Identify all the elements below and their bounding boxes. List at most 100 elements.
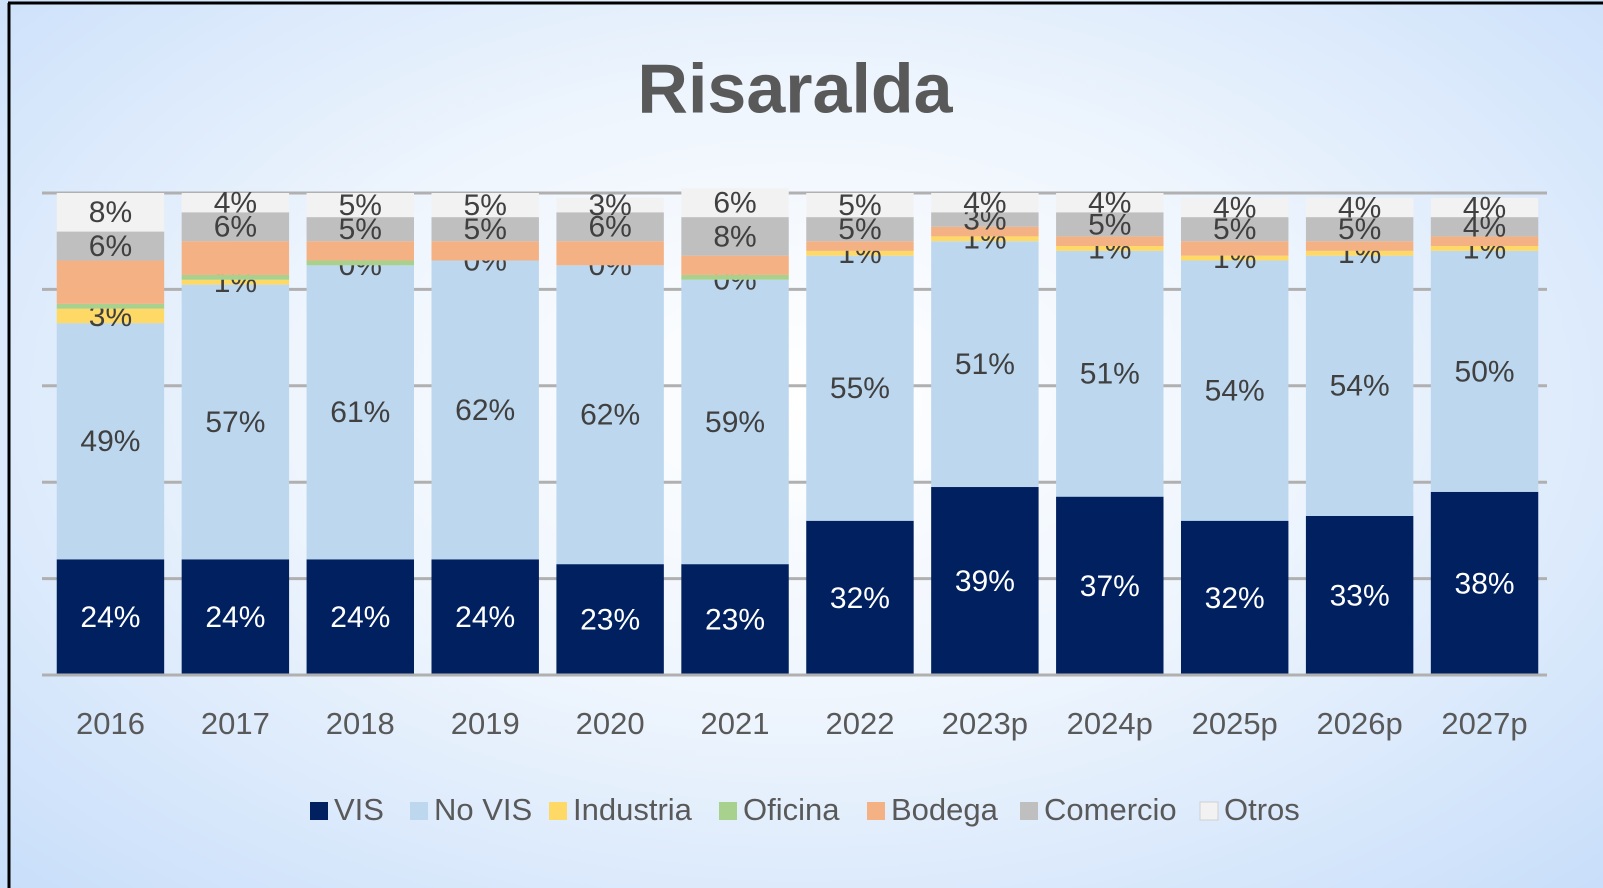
data-label: 24% — [455, 601, 515, 634]
x-tick-label: 2025p — [1192, 706, 1278, 741]
bar-segment — [1305, 515, 1414, 675]
bar-segment — [806, 193, 914, 218]
legend-swatch — [1020, 802, 1038, 820]
bar-segment — [681, 279, 789, 565]
x-tick-label: 2017 — [201, 706, 270, 741]
bar-segment — [556, 212, 664, 242]
bar-segment — [556, 197, 664, 213]
data-label: 54% — [1330, 370, 1390, 403]
data-label: 61% — [330, 396, 390, 429]
data-label: 5% — [1338, 213, 1381, 246]
data-label: 5% — [339, 189, 382, 222]
bar-segment — [1430, 236, 1539, 247]
bar-segment — [806, 241, 914, 251]
bar-segment — [56, 559, 165, 675]
data-label: 23% — [580, 603, 640, 636]
data-label: 62% — [455, 394, 515, 427]
data-label: 4% — [1213, 191, 1256, 224]
bar-segment — [306, 265, 415, 560]
bar-segment — [306, 193, 415, 218]
bar-segment — [806, 520, 914, 675]
data-label: 4% — [1088, 187, 1131, 220]
x-tick-label: 2016 — [76, 706, 145, 741]
data-label: 24% — [330, 601, 390, 634]
bar-segment — [1056, 193, 1164, 213]
legend-label: Bodega — [891, 792, 999, 827]
data-label: 5% — [339, 213, 382, 246]
x-tick-label: 2020 — [576, 706, 645, 741]
bar-segment — [181, 274, 290, 280]
data-label: 6% — [588, 211, 631, 244]
bar-segment — [306, 217, 415, 242]
legend-label: Industria — [573, 792, 693, 827]
data-label: 33% — [1330, 579, 1390, 612]
bar-segment — [1430, 250, 1539, 492]
data-label: 49% — [80, 425, 140, 458]
x-tick-label: 2019 — [451, 706, 520, 741]
data-label: 62% — [580, 399, 640, 432]
bar-segment — [1180, 217, 1289, 242]
data-label: 5% — [1088, 208, 1131, 241]
data-label: 54% — [1205, 375, 1265, 408]
x-tick-label: 2023p — [942, 706, 1028, 741]
data-label: 5% — [1213, 213, 1256, 246]
bar-segment — [431, 260, 539, 560]
data-label: 5% — [464, 189, 507, 222]
legend-label: Comercio — [1044, 792, 1177, 827]
bar-segment — [56, 260, 165, 304]
bar-segment — [306, 260, 415, 266]
data-label: 32% — [1205, 582, 1265, 615]
bar-segment — [1305, 255, 1414, 516]
x-tick-label: 2024p — [1067, 706, 1153, 741]
bar-segment — [1056, 246, 1164, 251]
bar-segment — [806, 250, 914, 256]
bar-segment — [1305, 217, 1414, 242]
legend-swatch — [867, 802, 885, 820]
bar-segment — [431, 217, 539, 242]
data-label: 6% — [214, 211, 257, 244]
bar-segment — [1180, 260, 1289, 521]
bar-segment — [181, 279, 290, 285]
legend-swatch — [410, 802, 428, 820]
bar-segment — [931, 241, 1039, 488]
legend-swatch — [310, 802, 328, 820]
legend-label: VIS — [334, 792, 384, 827]
data-label: 24% — [80, 601, 140, 634]
bar-segment — [931, 226, 1039, 237]
x-tick-label: 2021 — [701, 706, 770, 741]
bar-segment — [556, 564, 664, 675]
bar-segment — [931, 193, 1039, 213]
data-label: 57% — [205, 406, 265, 439]
bar-segment — [181, 241, 290, 275]
data-label: 38% — [1455, 567, 1515, 600]
bar-segment — [1056, 250, 1164, 497]
data-label: 4% — [214, 187, 257, 220]
bar-segment — [431, 559, 539, 675]
x-tick-label: 2027p — [1441, 706, 1527, 741]
legend-label: Oficina — [743, 792, 840, 827]
bar-segment — [1056, 496, 1164, 675]
data-label: 39% — [955, 565, 1015, 598]
bar-segment — [681, 188, 789, 218]
bar-segment — [1056, 212, 1164, 237]
bar-segment — [1305, 197, 1414, 218]
bar-segment — [556, 265, 664, 565]
bar-segment — [181, 193, 290, 213]
data-label: 3% — [588, 189, 631, 222]
bar-segment — [56, 193, 165, 232]
bar-segment — [181, 284, 290, 560]
bar-segment — [1305, 241, 1414, 251]
bar-segment — [931, 487, 1039, 675]
bar-segment — [306, 559, 415, 675]
bar-segment — [681, 274, 789, 280]
bar-segment — [1430, 197, 1539, 218]
bar-segment — [56, 303, 165, 309]
bar-segment — [56, 231, 165, 261]
legend-swatch — [549, 802, 567, 820]
bar-segment — [1305, 250, 1414, 256]
bar-segment — [1056, 236, 1164, 247]
data-label: 59% — [705, 406, 765, 439]
data-label: 8% — [713, 220, 756, 253]
